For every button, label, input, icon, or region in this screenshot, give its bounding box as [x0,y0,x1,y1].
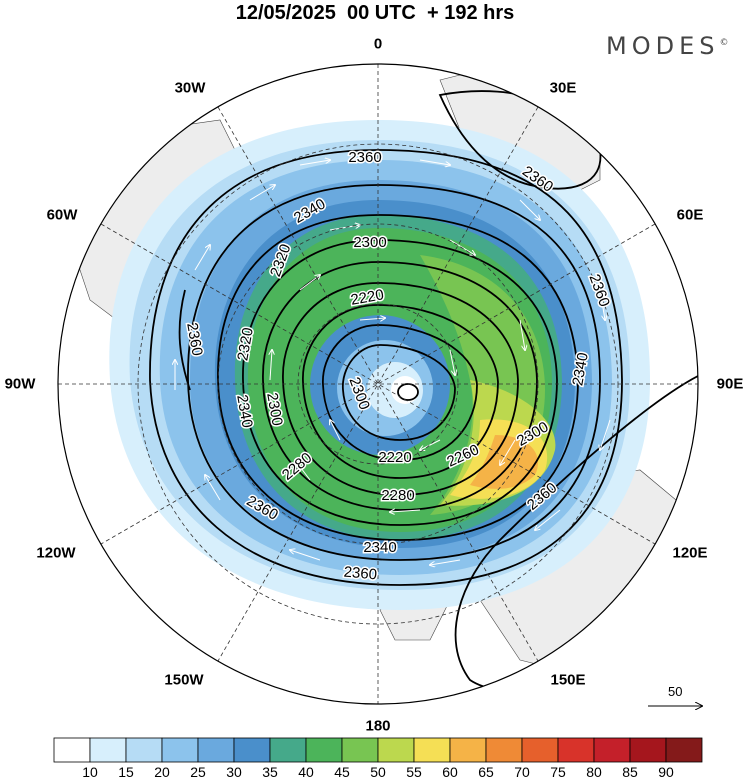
lon-label-90e: 90E [716,375,744,393]
colorbar-tick-label: 60 [442,764,458,780]
colorbar-swatch [89,737,127,763]
colorbar-tick-label: 15 [118,764,134,780]
lon-label-150e: 150E [550,671,586,689]
lon-label-90w: 90W [4,375,36,393]
contour-label: 2220 [378,449,411,466]
colorbar-swatch [341,737,379,763]
colorbar-tick-label: 90 [658,764,674,780]
map-boundary [57,63,699,705]
colorbar-swatch [485,737,523,763]
colorbar-tick-label: 25 [190,764,206,780]
colorbar-tick-label: 45 [334,764,350,780]
lon-label-150w: 150W [164,671,204,689]
colorbar-swatch [269,737,307,763]
wind-speed-shading [109,120,651,610]
colorbar-swatch [413,737,451,763]
colorbar-tick-label: 20 [154,764,170,780]
lon-label-60e: 60E [676,206,704,224]
colorbar-swatch [593,737,631,763]
map-title: 12/05/2025 00 UTC + 192 hrs [235,2,515,24]
contour-label: 2360 [343,564,378,584]
colorbar-tick-label: 35 [262,764,278,780]
colorbar-tick-label: 50 [370,764,386,780]
lon-label-0: 0 [373,35,383,53]
colorbar-tick-label: 55 [406,764,422,780]
colorbar-swatch [521,737,559,763]
colorbar-swatch [629,737,667,763]
colorbar-swatch [53,737,91,763]
lon-label-60w: 60W [46,206,78,224]
contour-label: 2300 [353,234,386,251]
colorbar-tick-label: 65 [478,764,494,780]
colorbar-swatch [125,737,163,763]
reference-vector-label: 50 [668,684,683,699]
colorbar-tick-label: 70 [514,764,530,780]
colorbar-tick-label: 30 [226,764,242,780]
contour-label: 2280 [381,487,414,504]
colorbar-swatch [233,737,271,763]
graticule [58,64,698,704]
colorbar-swatch [377,737,415,763]
colorbar-tick-label: 40 [298,764,314,780]
colorbar-tick-label: 80 [586,764,602,780]
lon-label-30e: 30E [549,79,577,97]
colorbar-tick-label: 75 [550,764,566,780]
colorbar-swatch [161,737,199,763]
copyright-mark: © [719,38,729,48]
colorbar-swatch [449,737,487,763]
colorbar-tick-label: 10 [82,764,98,780]
contour-label: 2340 [363,539,396,556]
lon-label-120w: 120W [36,544,76,562]
colorbar [53,737,703,763]
colorbar-tick-label: 85 [622,764,638,780]
lon-label-30w: 30W [174,79,206,97]
colorbar-swatch [665,737,703,763]
colorbar-swatch [557,737,595,763]
brand-name: MODES [606,32,720,60]
colorbar-swatch [305,737,343,763]
colorbar-swatch [197,737,235,763]
lon-label-180: 180 [365,717,391,735]
contour-label: 2360 [348,149,381,166]
lon-label-120e: 120E [672,544,708,562]
brand-logo: MODES© [606,32,728,60]
